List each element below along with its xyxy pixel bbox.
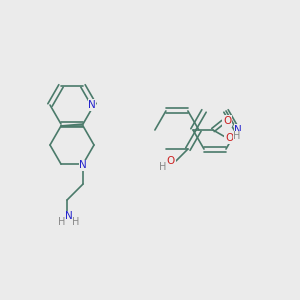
Text: H: H [159, 162, 167, 172]
Text: N: N [234, 125, 242, 135]
Text: H: H [58, 217, 66, 227]
Text: N: N [88, 100, 96, 110]
Text: O: O [225, 133, 233, 143]
Text: N: N [79, 160, 87, 170]
Text: O: O [223, 116, 231, 126]
Text: H: H [233, 131, 241, 141]
Text: N: N [65, 211, 73, 221]
Text: O: O [167, 156, 175, 166]
Text: H: H [72, 217, 80, 227]
